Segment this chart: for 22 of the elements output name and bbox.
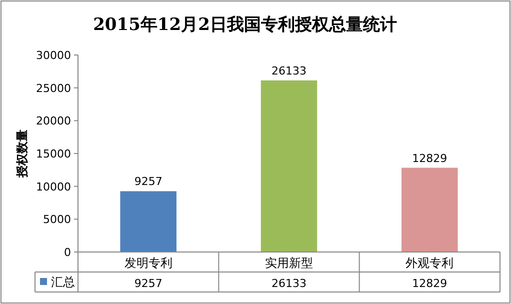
y-axis-title: 授权数量 <box>15 130 29 178</box>
x-tick-label: 发明专利 <box>124 256 172 270</box>
bar <box>120 191 176 252</box>
text: 26133 <box>272 64 306 78</box>
data-label: 9257 <box>134 277 162 290</box>
y-tick-label: 10000 <box>36 180 71 194</box>
text: 12829 <box>412 152 448 165</box>
x-tick-label: 实用新型 <box>265 256 313 270</box>
chart-title: 2015年12月2日我国专利授权总量统计 <box>93 15 397 35</box>
bar <box>260 80 318 252</box>
text: 9257 <box>134 175 162 188</box>
y-tick-label: 20000 <box>36 114 71 128</box>
y-tick-label: 30000 <box>36 49 71 62</box>
y-tick-label: 5000 <box>43 213 71 226</box>
data-label: 12829 <box>412 277 448 290</box>
x-tick-label: 外观专利 <box>406 256 454 270</box>
legend-label: 汇总 <box>51 275 75 289</box>
y-tick-label: 25000 <box>36 82 71 95</box>
y-tick-label: 0 <box>64 246 71 259</box>
bar <box>402 168 458 252</box>
data-label: 26133 <box>272 277 306 290</box>
y-tick-label: 15000 <box>36 148 71 160</box>
